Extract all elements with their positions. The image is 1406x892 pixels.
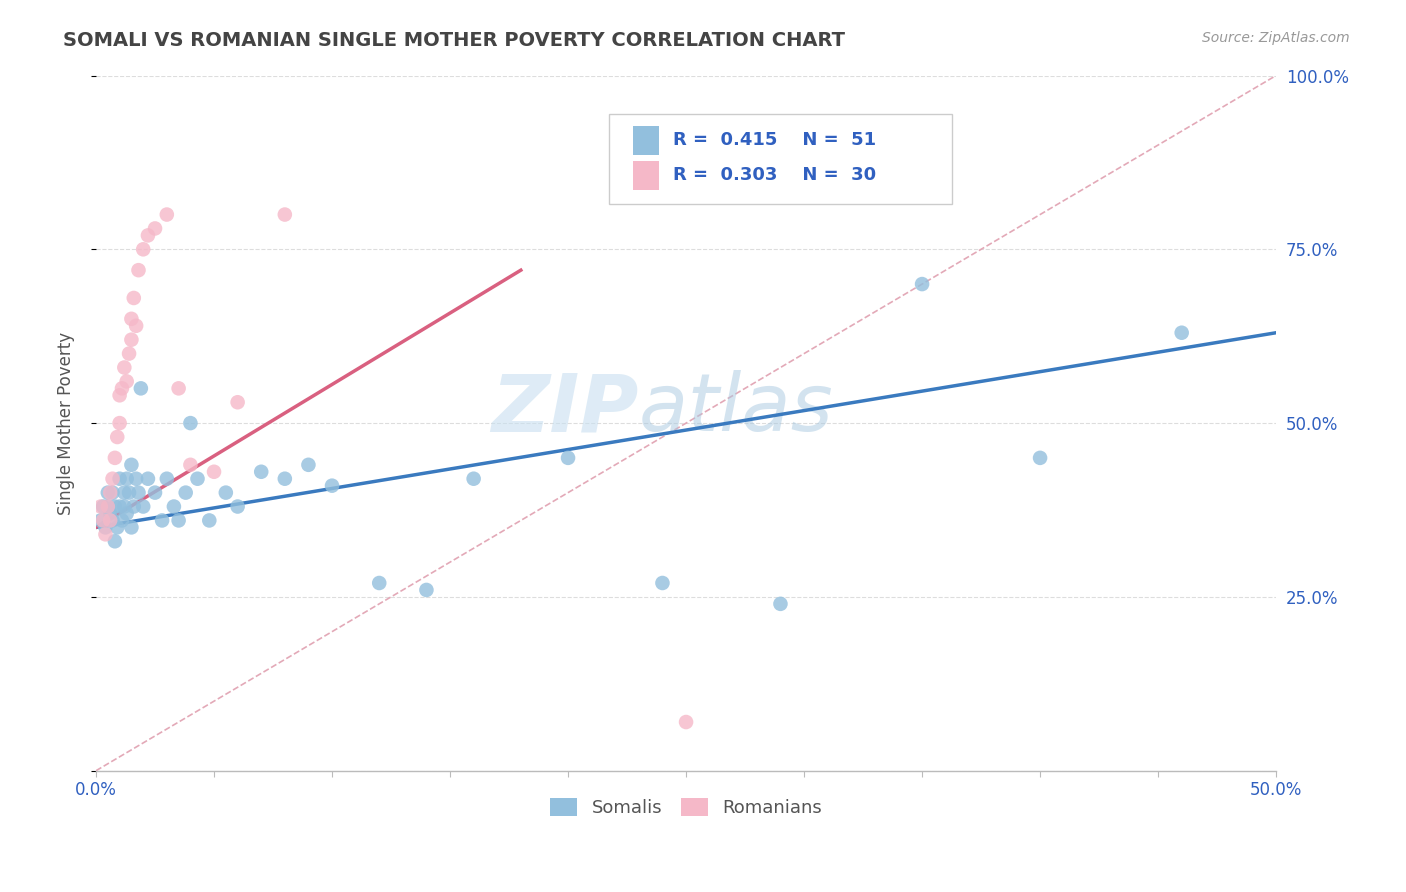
Point [368, 576, 391, 591]
Point [321, 478, 343, 492]
Point [215, 485, 238, 500]
Point [129, 381, 152, 395]
Point [186, 472, 208, 486]
Point [120, 520, 142, 534]
Point [226, 500, 249, 514]
Point [112, 485, 135, 500]
Text: atlas: atlas [638, 370, 834, 448]
Point [911, 277, 934, 291]
Point [120, 311, 142, 326]
Point [108, 472, 131, 486]
Point [1029, 450, 1052, 465]
Point [174, 485, 197, 500]
Text: ZIP: ZIP [492, 370, 638, 448]
Point [97, 485, 120, 500]
Point [115, 472, 138, 486]
FancyBboxPatch shape [609, 114, 952, 204]
Point [675, 714, 697, 729]
Point [101, 513, 124, 527]
Point [125, 318, 148, 333]
Point [136, 472, 159, 486]
Point [112, 360, 135, 375]
Point [198, 513, 221, 527]
Y-axis label: Single Mother Poverty: Single Mother Poverty [58, 332, 75, 515]
Point [108, 416, 131, 430]
Point [97, 500, 120, 514]
Point [90, 513, 112, 527]
Point [97, 500, 120, 514]
Point [150, 513, 173, 527]
Point [120, 333, 142, 347]
Point [156, 472, 179, 486]
Point [98, 485, 121, 500]
Point [94, 527, 117, 541]
Point [297, 458, 319, 472]
FancyBboxPatch shape [633, 127, 659, 155]
Point [101, 472, 124, 486]
Point [274, 472, 297, 486]
Point [226, 395, 249, 409]
Point [1170, 326, 1192, 340]
Point [91, 513, 114, 527]
Point [105, 430, 128, 444]
Point [557, 450, 579, 465]
Point [115, 375, 138, 389]
Point [111, 381, 134, 395]
Point [156, 208, 179, 222]
Point [118, 346, 141, 360]
Legend: Somalis, Romanians: Somalis, Romanians [543, 790, 830, 824]
Point [111, 513, 134, 527]
Point [125, 472, 148, 486]
Point [136, 228, 159, 243]
Point [179, 458, 201, 472]
Point [163, 500, 186, 514]
Point [98, 513, 121, 527]
Point [463, 472, 485, 486]
Point [91, 500, 114, 514]
Point [104, 534, 127, 549]
Point [132, 242, 155, 256]
Text: Source: ZipAtlas.com: Source: ZipAtlas.com [1202, 31, 1350, 45]
Point [769, 597, 792, 611]
Point [202, 465, 225, 479]
Point [90, 500, 112, 514]
Point [94, 520, 117, 534]
Point [179, 416, 201, 430]
Point [143, 485, 166, 500]
Point [120, 458, 142, 472]
Text: SOMALI VS ROMANIAN SINGLE MOTHER POVERTY CORRELATION CHART: SOMALI VS ROMANIAN SINGLE MOTHER POVERTY… [63, 31, 845, 50]
Point [104, 450, 127, 465]
Point [101, 485, 124, 500]
Point [115, 507, 138, 521]
Point [104, 500, 127, 514]
Point [128, 263, 150, 277]
Point [132, 500, 155, 514]
Point [167, 513, 190, 527]
Point [274, 208, 297, 222]
Point [128, 485, 150, 500]
Point [108, 388, 131, 402]
Point [143, 221, 166, 235]
Point [167, 381, 190, 395]
Text: R =  0.415    N =  51: R = 0.415 N = 51 [673, 131, 876, 149]
Point [105, 520, 128, 534]
Point [415, 582, 437, 597]
Point [122, 500, 145, 514]
Point [118, 485, 141, 500]
Text: R =  0.303    N =  30: R = 0.303 N = 30 [673, 166, 876, 184]
Point [108, 500, 131, 514]
FancyBboxPatch shape [633, 161, 659, 190]
Point [651, 576, 673, 591]
Point [98, 507, 121, 521]
Point [122, 291, 145, 305]
Point [112, 500, 135, 514]
Point [250, 465, 273, 479]
